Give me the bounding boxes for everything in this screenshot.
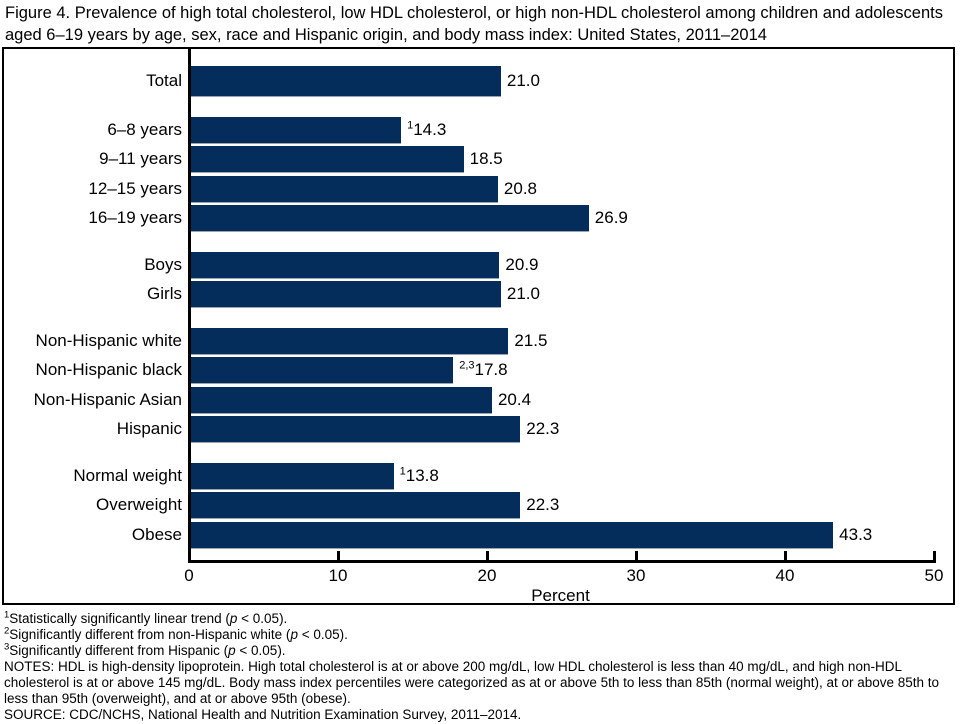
- significance-flag: 2,3: [459, 359, 475, 372]
- footnote-3-italic-p: p: [228, 643, 236, 658]
- bar: [188, 416, 521, 442]
- x-axis-tick: [486, 551, 489, 560]
- bar: [188, 357, 454, 383]
- bar-value-label: 21.0: [506, 71, 540, 90]
- figure-title: Figure 4. Prevalence of high total chole…: [5, 4, 943, 44]
- bar-label: 12–15 years: [88, 178, 182, 198]
- bar-value-label: 20.9: [505, 254, 539, 274]
- bar-value-label: 20.8: [503, 178, 537, 198]
- bar-label: Normal weight: [73, 465, 182, 485]
- bar: [188, 251, 500, 278]
- bar-value-label: 43.3: [839, 524, 873, 544]
- bar-label: Obese: [131, 524, 182, 544]
- bar: [188, 66, 501, 96]
- bar-value-label: 114.3: [407, 118, 447, 139]
- footnote-2: 2Significantly different from non-Hispan…: [4, 625, 954, 643]
- x-axis-tick: [933, 551, 936, 560]
- footnotes-block: 1Statistically significantly linear tren…: [4, 609, 954, 723]
- bar: [188, 521, 834, 548]
- bar: [188, 205, 589, 231]
- bar-label: Non-Hispanic white: [35, 330, 182, 350]
- bar-label: Hispanic: [116, 419, 182, 438]
- x-axis-tick-label: 50: [924, 566, 944, 585]
- footnote-3-marker: 3: [4, 641, 10, 653]
- bar-value-label: 26.9: [594, 208, 628, 227]
- x-axis-line: [188, 560, 936, 563]
- bar: [188, 386, 492, 413]
- bar-value-label: 18.5: [469, 149, 503, 168]
- bar-label: 9–11 years: [99, 149, 182, 168]
- footnote-2-text: Significantly different from non-Hispani…: [9, 627, 291, 642]
- bar-value-label: 20.4: [497, 389, 532, 409]
- bar-label: 6–8 years: [107, 119, 182, 139]
- footnote-1-italic-p: p: [229, 611, 238, 626]
- x-axis-tick-label: 20: [477, 566, 497, 585]
- x-axis-tick-label: 0: [184, 566, 194, 585]
- footnote-3-text: Significantly different from Hispanic (: [9, 643, 229, 658]
- bar: [188, 175, 498, 202]
- x-axis-tick-label: 30: [626, 566, 646, 585]
- significance-flag: 1: [407, 118, 414, 131]
- footnote-2-tail: < 0.05).: [297, 627, 348, 642]
- footnote-2-marker: 2: [4, 625, 10, 637]
- bar-label: 16–19 years: [88, 208, 182, 227]
- bar-value-label: 21.5: [514, 330, 548, 350]
- bar-value-label: 21.0: [506, 284, 540, 303]
- x-axis-tick-label: 40: [775, 566, 795, 585]
- bar: [188, 146, 464, 172]
- notes-text: NOTES: HDL is high-density lipoprotein. …: [4, 659, 940, 706]
- footnote-3: 3Significantly different from Hispanic (…: [4, 641, 954, 659]
- source-text: SOURCE: CDC/NCHS, National Health and Nu…: [4, 707, 522, 722]
- bar: [188, 462, 394, 489]
- x-axis-tick: [337, 551, 340, 560]
- bar-label: Girls: [147, 284, 182, 303]
- footnote-1-tail: < 0.05).: [237, 611, 288, 626]
- bar-value-label: 2,317.8: [459, 359, 508, 379]
- bar: [188, 327, 509, 354]
- significance-flag: 1: [399, 464, 406, 477]
- bar-value-label: 22.3: [526, 495, 560, 514]
- bar-label: Non-Hispanic Asian: [33, 389, 182, 409]
- footnote-3-tail: < 0.05).: [235, 643, 286, 658]
- footnote-1-text: Statistically significantly linear trend…: [9, 611, 230, 626]
- footnote-1: 1Statistically significantly linear tren…: [4, 609, 954, 627]
- bar-label: Non-Hispanic black: [35, 360, 182, 379]
- x-axis-tick: [784, 551, 787, 560]
- bar-chart: Total 21.0 6–8 years 114.3 9–11 years 18.5 12–…: [2, 47, 955, 605]
- footnote-2-italic-p: p: [290, 627, 298, 642]
- x-axis-tick-label: 10: [328, 566, 348, 585]
- bar: [188, 116, 402, 143]
- bar: [188, 492, 521, 518]
- x-axis-title: Percent: [531, 586, 590, 605]
- bar-label: Overweight: [96, 495, 182, 514]
- y-axis-line: [188, 49, 191, 563]
- bar-value-label: 113.8: [399, 464, 439, 485]
- bar-label: Total: [146, 71, 182, 90]
- bar-value-label: 22.3: [526, 419, 560, 438]
- x-axis-tick: [635, 551, 638, 560]
- bar: [188, 281, 501, 307]
- bar-label: Boys: [144, 254, 182, 274]
- footnote-1-marker: 1: [4, 609, 10, 621]
